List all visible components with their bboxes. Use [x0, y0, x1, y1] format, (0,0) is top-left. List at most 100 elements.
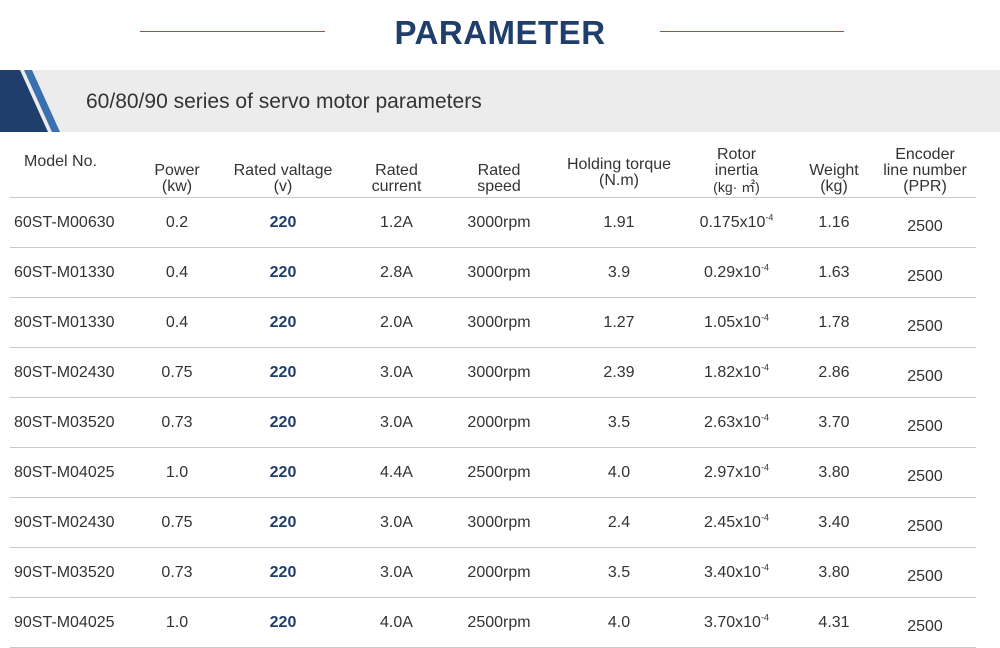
cell-voltage: 220 — [212, 447, 354, 498]
cell-current: 3.0A — [354, 547, 439, 598]
cell-power: 0.73 — [142, 547, 212, 598]
page-heading: PARAMETER — [0, 0, 1000, 66]
cell-current: 2.8A — [354, 247, 439, 298]
cell-inertia: 2.63x10-4 — [679, 397, 794, 448]
cell-power: 0.73 — [142, 397, 212, 448]
cell-voltage: 220 — [212, 597, 354, 648]
section-subtitle: 60/80/90 series of servo motor parameter… — [86, 90, 482, 113]
cell-ppr: 2500 — [874, 547, 976, 598]
cell-power: 0.75 — [142, 347, 212, 398]
table-row: 80ST-M04025 1.0 220 4.4A 2500rpm 4.0 2.9… — [10, 447, 976, 498]
table-row: 90ST-M04025 1.0 220 4.0A 2500rpm 4.0 3.7… — [10, 597, 976, 648]
cell-voltage: 220 — [212, 347, 354, 398]
cell-model: 90ST-M03520 — [10, 547, 142, 598]
cell-power: 0.2 — [142, 197, 212, 248]
table-row: 80ST-M01330 0.4 220 2.0A 3000rpm 1.27 1.… — [10, 297, 976, 348]
cell-weight: 3.80 — [794, 447, 874, 498]
cell-torque: 1.27 — [559, 297, 679, 348]
cell-ppr: 2500 — [874, 597, 976, 648]
header-torque: Holding torque (N.m) — [559, 140, 679, 198]
cell-voltage: 220 — [212, 547, 354, 598]
cell-ppr: 2500 — [874, 297, 976, 348]
cell-torque: 1.91 — [559, 197, 679, 248]
cell-ppr: 2500 — [874, 197, 976, 248]
cell-power: 0.4 — [142, 247, 212, 298]
table-row: 60ST-M00630 0.2 220 1.2A 3000rpm 1.91 0.… — [10, 197, 976, 248]
cell-torque: 4.0 — [559, 447, 679, 498]
cell-inertia: 3.70x10-4 — [679, 597, 794, 648]
cell-voltage: 220 — [212, 197, 354, 248]
table-row: 60ST-M01330 0.4 220 2.8A 3000rpm 3.9 0.2… — [10, 247, 976, 298]
cell-power: 1.0 — [142, 597, 212, 648]
cell-weight: 3.80 — [794, 547, 874, 598]
cell-inertia: 0.175x10-4 — [679, 197, 794, 248]
cell-voltage: 220 — [212, 497, 354, 548]
cell-model: 80ST-M01330 — [10, 297, 142, 348]
cell-model: 60ST-M00630 — [10, 197, 142, 248]
cell-speed: 2500rpm — [439, 447, 559, 498]
cell-weight: 2.86 — [794, 347, 874, 398]
header-inertia: Rotor inertia (kg· ㎡) — [679, 140, 794, 198]
cell-speed: 2500rpm — [439, 597, 559, 648]
cell-voltage: 220 — [212, 247, 354, 298]
cell-ppr: 2500 — [874, 247, 976, 298]
cell-current: 4.4A — [354, 447, 439, 498]
cell-current: 3.0A — [354, 397, 439, 448]
header-power: Power (kw) — [142, 140, 212, 198]
cell-inertia: 2.45x10-4 — [679, 497, 794, 548]
table-row: 90ST-M02430 0.75 220 3.0A 3000rpm 2.4 2.… — [10, 497, 976, 548]
cell-weight: 1.16 — [794, 197, 874, 248]
cell-model: 80ST-M02430 — [10, 347, 142, 398]
table-row: 90ST-M03520 0.73 220 3.0A 2000rpm 3.5 3.… — [10, 547, 976, 598]
header-encoder: Encoder line number (PPR) — [874, 140, 976, 198]
cell-power: 0.4 — [142, 297, 212, 348]
table-row: 80ST-M03520 0.73 220 3.0A 2000rpm 3.5 2.… — [10, 397, 976, 448]
cell-inertia: 1.82x10-4 — [679, 347, 794, 398]
cell-voltage: 220 — [212, 397, 354, 448]
cell-power: 1.0 — [142, 447, 212, 498]
cell-ppr: 2500 — [874, 347, 976, 398]
section-band: 60/80/90 series of servo motor parameter… — [0, 70, 1000, 132]
header-weight: Weight (kg) — [794, 140, 874, 198]
cell-torque: 2.4 — [559, 497, 679, 548]
cell-weight: 4.31 — [794, 597, 874, 648]
cell-inertia: 1.05x10-4 — [679, 297, 794, 348]
cell-weight: 1.78 — [794, 297, 874, 348]
cell-current: 3.0A — [354, 497, 439, 548]
table-row: 80ST-M02430 0.75 220 3.0A 3000rpm 2.39 1… — [10, 347, 976, 398]
table-header-row: Model No. Power (kw) Rated valtage (v) R… — [10, 140, 976, 198]
cell-torque: 4.0 — [559, 597, 679, 648]
cell-speed: 3000rpm — [439, 497, 559, 548]
cell-power: 0.75 — [142, 497, 212, 548]
stripe-accent-icon — [0, 70, 60, 132]
cell-current: 3.0A — [354, 347, 439, 398]
header-model: Model No. — [10, 140, 142, 198]
cell-torque: 3.5 — [559, 397, 679, 448]
cell-torque: 3.9 — [559, 247, 679, 298]
cell-ppr: 2500 — [874, 447, 976, 498]
cell-model: 80ST-M03520 — [10, 397, 142, 448]
header-speed: Rated speed — [439, 140, 559, 198]
cell-current: 2.0A — [354, 297, 439, 348]
cell-speed: 3000rpm — [439, 347, 559, 398]
cell-speed: 2000rpm — [439, 397, 559, 448]
cell-model: 90ST-M04025 — [10, 597, 142, 648]
cell-inertia: 3.40x10-4 — [679, 547, 794, 598]
header-voltage: Rated valtage (v) — [212, 140, 354, 198]
cell-weight: 1.63 — [794, 247, 874, 298]
cell-torque: 3.5 — [559, 547, 679, 598]
cell-torque: 2.39 — [559, 347, 679, 398]
header-current: Rated current — [354, 140, 439, 198]
cell-ppr: 2500 — [874, 397, 976, 448]
cell-speed: 3000rpm — [439, 247, 559, 298]
page-title: PARAMETER — [394, 14, 606, 51]
heading-rule-left — [140, 31, 325, 32]
parameter-table: Model No. Power (kw) Rated valtage (v) R… — [10, 140, 976, 648]
cell-model: 80ST-M04025 — [10, 447, 142, 498]
cell-current: 1.2A — [354, 197, 439, 248]
cell-inertia: 2.97x10-4 — [679, 447, 794, 498]
cell-ppr: 2500 — [874, 497, 976, 548]
cell-speed: 2000rpm — [439, 547, 559, 598]
cell-current: 4.0A — [354, 597, 439, 648]
cell-speed: 3000rpm — [439, 197, 559, 248]
